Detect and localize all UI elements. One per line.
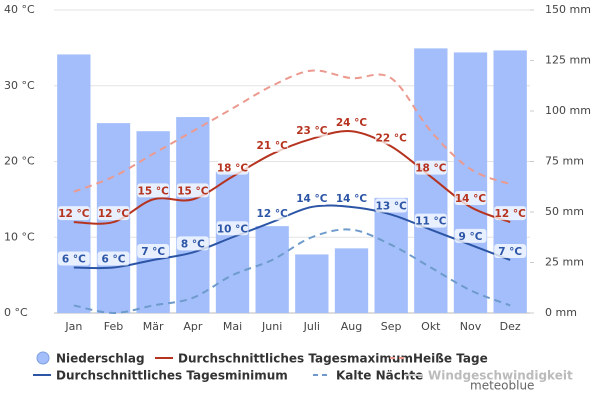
- x-tick-label: Dez: [500, 320, 521, 333]
- data-label: 10 °C: [217, 223, 249, 235]
- legend-label: Durchschnittliches Tagesminimum: [56, 369, 288, 383]
- data-label-box: [494, 206, 527, 221]
- data-label: 9 °C: [459, 231, 483, 243]
- data-label: 14 °C: [336, 193, 368, 205]
- line: [73, 130, 511, 225]
- precipitation-bar: [414, 48, 448, 313]
- y2-tick-label: 0 mm: [545, 306, 577, 319]
- x-tick-label: Nov: [460, 320, 482, 333]
- data-label: 18 °C: [217, 163, 249, 175]
- data-label: 6 °C: [102, 254, 126, 266]
- precipitation-bar: [453, 52, 488, 314]
- data-label: 14 °C: [296, 193, 328, 205]
- data-label-box: [454, 228, 487, 243]
- y2-tick-label: 150 mm: [545, 3, 591, 16]
- y-tick-label: 0 °C: [4, 306, 28, 319]
- legend-label: Durchschnittliches Tagesmaximum: [178, 352, 413, 366]
- data-label-box: [97, 206, 130, 221]
- data-label-box: [414, 213, 447, 228]
- precipitation-bar: [374, 197, 408, 313]
- precipitation-bar: [334, 248, 369, 313]
- y-tick-label: 20 °C: [4, 155, 35, 168]
- data-label-box: [57, 206, 90, 221]
- x-tick-label: Apr: [183, 320, 203, 333]
- data-label: 21 °C: [257, 140, 289, 152]
- data-label-box: [335, 115, 368, 130]
- data-label: 15 °C: [138, 185, 170, 197]
- data-label: 12 °C: [257, 208, 289, 220]
- y2-tick-label: 50 mm: [545, 205, 584, 218]
- data-label-box: [414, 160, 447, 175]
- data-label-box: [256, 137, 289, 152]
- x-tick-label: Okt: [421, 320, 441, 333]
- x-tick-label: Juni: [261, 320, 282, 333]
- y2-tick-label: 100 mm: [545, 104, 591, 117]
- data-label: 7 °C: [498, 246, 522, 258]
- data-label: 12 °C: [58, 208, 90, 220]
- legend-label: Kalte Nächte: [336, 369, 423, 383]
- y-tick-label: 30 °C: [4, 79, 35, 92]
- data-label: 8 °C: [181, 238, 205, 250]
- x-tick-label: Mär: [143, 320, 164, 333]
- precipitation-bar: [176, 117, 210, 313]
- x-tick-label: Juli: [303, 320, 320, 333]
- y-tick-label: 40 °C: [4, 3, 35, 16]
- data-label-box: [375, 130, 408, 145]
- data-label: 12 °C: [495, 208, 527, 220]
- x-tick-label: Mai: [223, 320, 242, 333]
- legend-label: Niederschlag: [56, 352, 145, 366]
- data-label-box: [137, 243, 170, 258]
- data-label: 23 °C: [296, 125, 328, 137]
- data-label: 11 °C: [415, 216, 447, 228]
- data-label: 12 °C: [98, 208, 130, 220]
- data-label-box: [216, 221, 249, 236]
- y-tick-label: 10 °C: [4, 230, 35, 243]
- x-tick-label: Aug: [341, 320, 362, 333]
- legend-label: Heiße Tage: [413, 352, 488, 366]
- line: [73, 69, 511, 193]
- data-label: 15 °C: [177, 185, 209, 197]
- x-tick-label: Sep: [381, 320, 402, 333]
- data-label-box: [454, 190, 487, 205]
- data-label-box: [216, 160, 249, 175]
- line: [73, 228, 511, 315]
- data-label-box: [176, 236, 209, 251]
- legend-icon: [36, 351, 50, 365]
- data-label-box: [137, 183, 170, 198]
- precipitation-bar: [57, 54, 91, 313]
- data-label-box: [176, 183, 209, 198]
- data-label: 22 °C: [376, 132, 408, 144]
- data-label: 6 °C: [62, 254, 86, 266]
- precipitation-bar: [295, 254, 329, 313]
- data-label: 13 °C: [376, 201, 408, 213]
- precipitation-bar: [136, 131, 170, 313]
- y2-tick-label: 75 mm: [545, 155, 584, 168]
- legend-label: Windgeschwindigkeit: [428, 369, 573, 383]
- line: [73, 204, 511, 270]
- data-label: 24 °C: [336, 117, 368, 129]
- data-label-box: [494, 243, 527, 258]
- data-label-box: [97, 251, 130, 266]
- data-label-box: [375, 198, 408, 213]
- watermark: meteoblue: [470, 379, 534, 393]
- x-tick-label: Feb: [104, 320, 123, 333]
- x-tick-label: Jan: [64, 320, 82, 333]
- data-label-box: [57, 251, 90, 266]
- data-label: 14 °C: [455, 193, 487, 205]
- data-label: 7 °C: [141, 246, 165, 258]
- data-label: 18 °C: [415, 163, 447, 175]
- precipitation-bar: [255, 226, 289, 313]
- data-label-box: [335, 190, 368, 205]
- data-label-box: [295, 122, 328, 137]
- precipitation-bar: [493, 50, 527, 314]
- data-label-box: [295, 190, 328, 205]
- y2-tick-label: 125 mm: [545, 54, 591, 67]
- y2-tick-label: 25 mm: [545, 256, 584, 269]
- data-label-box: [256, 206, 289, 221]
